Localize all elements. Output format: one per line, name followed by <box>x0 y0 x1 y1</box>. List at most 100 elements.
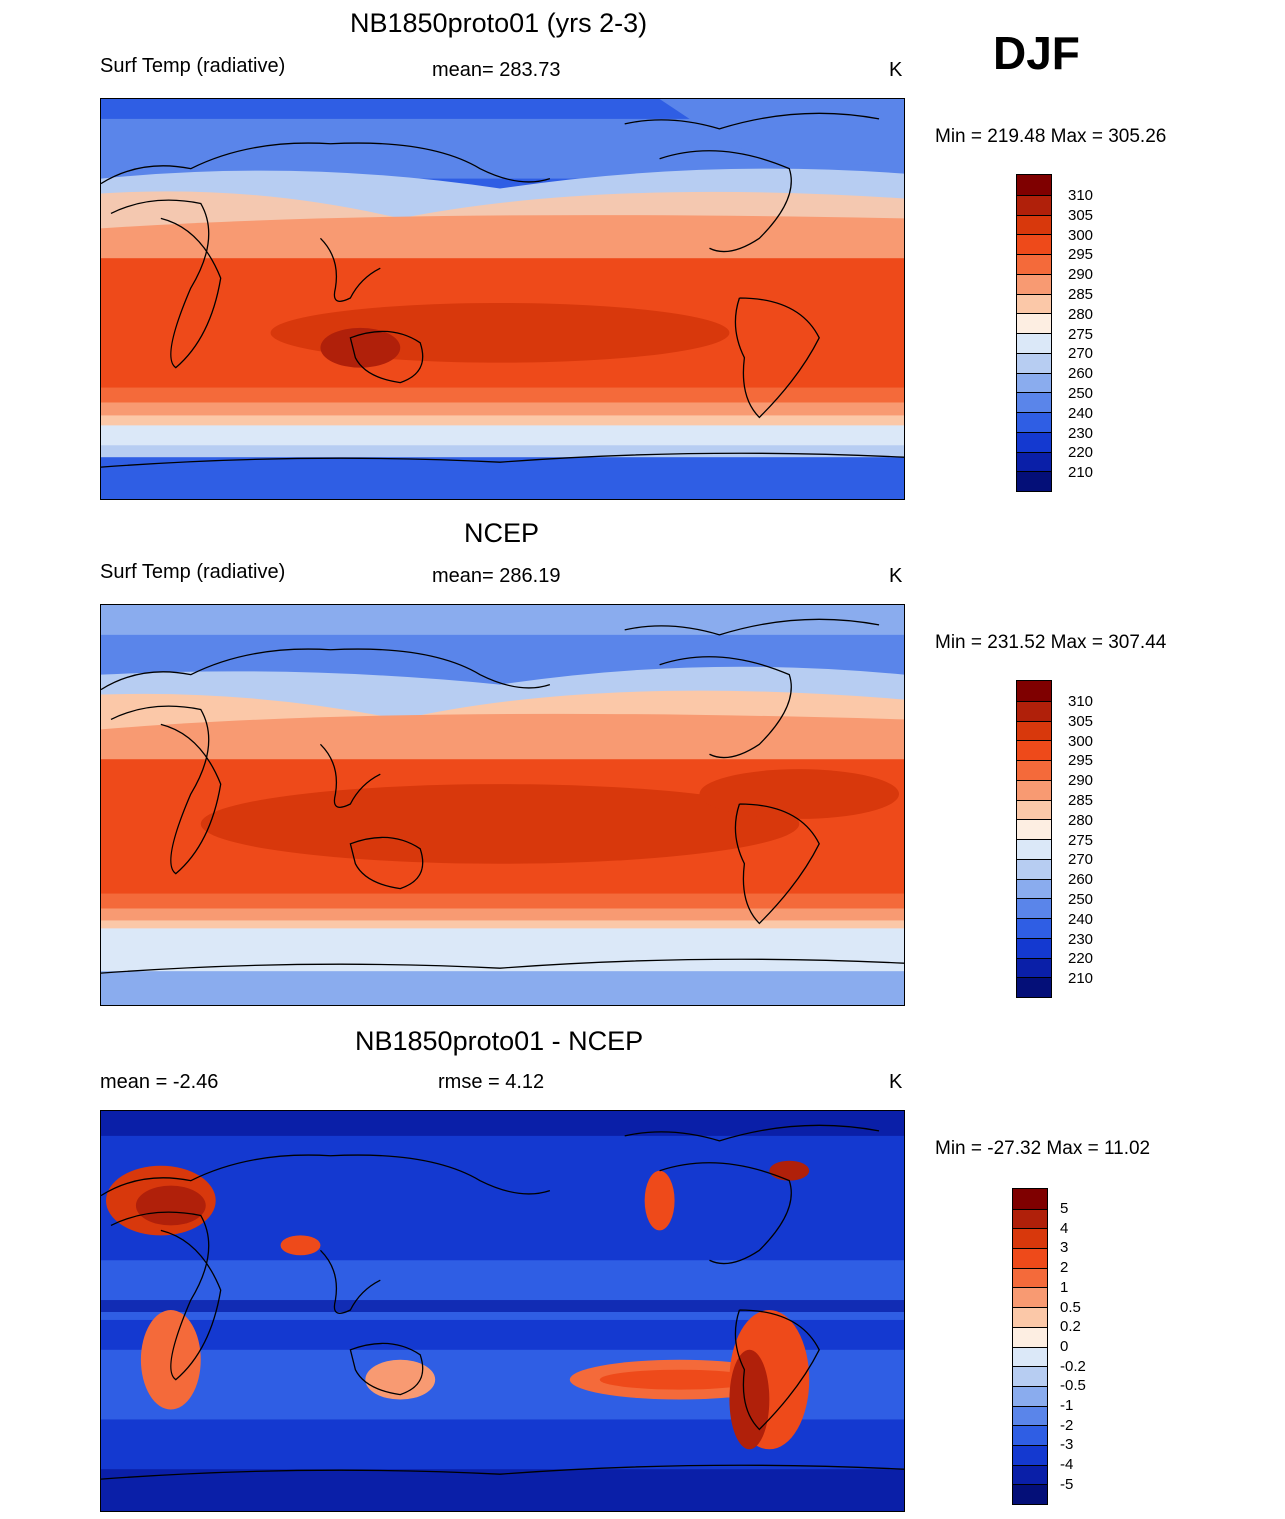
colorbar-swatch <box>1017 858 1051 879</box>
colorbar-swatch <box>1017 977 1051 997</box>
panel-diff-rmse: rmse = 4.12 <box>438 1071 545 1093</box>
colorbar-swatch <box>1017 700 1051 721</box>
colorbar-tick-label: -3 <box>1060 1436 1074 1454</box>
colorbar-swatch <box>1017 799 1051 820</box>
colorbar-swatch <box>1017 720 1051 741</box>
colorbar-tick-label: 295 <box>1068 752 1094 770</box>
colorbar-tick-label: 260 <box>1068 871 1094 889</box>
colorbar-tick-label: 2 <box>1060 1259 1069 1277</box>
colorbar-swatch <box>1013 1208 1047 1229</box>
colorbar-swatch <box>1017 214 1051 235</box>
colorbar-tick-label: 310 <box>1068 693 1094 710</box>
colorbar-swatch <box>1013 1385 1047 1406</box>
colorbar-swatch <box>1017 681 1051 701</box>
colorbar-swatch <box>1017 740 1051 760</box>
colorbar-swatch <box>1013 1287 1047 1308</box>
panel-obs-variable: Surf Temp (radiative) <box>100 561 286 583</box>
panel-obs-map <box>100 604 905 1006</box>
colorbar-swatch <box>1013 1484 1047 1504</box>
colorbar-tick-label: -1 <box>1060 1397 1074 1414</box>
colorbar-swatch <box>1013 1248 1047 1268</box>
colorbar-swatch <box>1017 372 1051 393</box>
panel-model-mean: mean= 283.73 <box>432 59 561 81</box>
colorbar-tick-label: 310 <box>1068 187 1094 204</box>
colorbar-swatch <box>1017 254 1051 274</box>
colorbar-tick-label: 240 <box>1068 910 1094 928</box>
colorbar-tick-label: -5 <box>1060 1475 1074 1493</box>
colorbar-swatch <box>1017 234 1051 254</box>
panel-model-colorbar <box>1016 174 1052 492</box>
colorbar-swatch <box>1013 1366 1047 1386</box>
colorbar-swatch <box>1017 293 1051 314</box>
colorbar-tick-label: 295 <box>1068 246 1094 264</box>
colorbar-swatch <box>1017 194 1051 215</box>
colorbar-tick-label: 250 <box>1068 385 1094 402</box>
colorbar-tick-label: 0.2 <box>1060 1318 1081 1336</box>
colorbar-tick-label: 240 <box>1068 404 1094 422</box>
colorbar-tick-label: 230 <box>1068 424 1094 442</box>
colorbar-swatch <box>1013 1228 1047 1249</box>
panel-obs-mean: mean= 286.19 <box>432 565 561 587</box>
colorbar-tick-label: 275 <box>1068 831 1094 849</box>
colorbar-swatch <box>1013 1326 1047 1347</box>
colorbar-swatch <box>1017 878 1051 899</box>
colorbar-tick-label: 3 <box>1060 1239 1069 1257</box>
colorbar-tick-label: 285 <box>1068 286 1094 303</box>
colorbar-swatch <box>1017 898 1051 918</box>
panel-diff-title: NB1850proto01 - NCEP <box>355 1026 644 1056</box>
panel-diff-units: K <box>889 1071 903 1093</box>
colorbar-swatch <box>1017 431 1051 452</box>
colorbar-tick-label: 4 <box>1060 1219 1069 1237</box>
panel-obs-title: NCEP <box>464 518 540 548</box>
colorbar-tick-label: -0.2 <box>1060 1357 1086 1375</box>
colorbar-tick-label: 0.5 <box>1060 1298 1081 1316</box>
colorbar-tick-label: -4 <box>1060 1456 1074 1474</box>
panel-obs-colorbar <box>1016 680 1052 998</box>
colorbar-swatch <box>1017 957 1051 978</box>
colorbar-tick-label: 305 <box>1068 206 1094 224</box>
panel-model-title: NB1850proto01 (yrs 2-3) <box>350 8 648 38</box>
colorbar-swatch <box>1013 1346 1047 1367</box>
colorbar-tick-label: 1 <box>1060 1278 1069 1296</box>
colorbar-tick-label: 300 <box>1068 732 1094 750</box>
colorbar-tick-label: 280 <box>1068 305 1094 323</box>
colorbar-tick-label: 0 <box>1060 1337 1069 1355</box>
colorbar-swatch <box>1017 937 1051 958</box>
colorbar-swatch <box>1013 1267 1047 1288</box>
colorbar-swatch <box>1017 412 1051 432</box>
colorbar-tick-label: 290 <box>1068 266 1094 284</box>
colorbar-swatch <box>1017 451 1051 472</box>
colorbar-swatch <box>1013 1405 1047 1426</box>
colorbar-tick-label: 290 <box>1068 772 1094 790</box>
season-label: DJF <box>993 27 1080 79</box>
colorbar-tick-label: 280 <box>1068 811 1094 829</box>
colorbar-tick-label: 220 <box>1068 950 1094 968</box>
panel-model-units: K <box>889 59 903 81</box>
colorbar-swatch <box>1017 760 1051 780</box>
panel-diff-minmax: Min = -27.32 Max = 11.02 <box>935 1138 1151 1159</box>
colorbar-swatch <box>1017 333 1051 353</box>
colorbar-tick-label: 260 <box>1068 365 1094 383</box>
panel-obs-minmax: Min = 231.52 Max = 307.44 <box>935 632 1167 653</box>
colorbar-swatch <box>1017 392 1051 412</box>
colorbar-tick-label: 305 <box>1068 712 1094 730</box>
colorbar-tick-label: 220 <box>1068 444 1094 462</box>
colorbar-tick-label: 270 <box>1068 345 1094 363</box>
colorbar-swatch <box>1017 839 1051 859</box>
colorbar-swatch <box>1017 471 1051 491</box>
colorbar-swatch <box>1017 918 1051 938</box>
colorbar-tick-label: 270 <box>1068 851 1094 869</box>
colorbar-swatch <box>1017 819 1051 839</box>
panel-obs-units: K <box>889 565 903 587</box>
colorbar-tick-label: -2 <box>1060 1416 1074 1434</box>
colorbar-tick-label: -0.5 <box>1060 1377 1086 1395</box>
colorbar-swatch <box>1017 352 1051 373</box>
colorbar-tick-label: 230 <box>1068 930 1094 948</box>
colorbar-swatch <box>1013 1307 1047 1327</box>
colorbar-tick-label: 210 <box>1068 970 1094 988</box>
colorbar-swatch <box>1017 313 1051 333</box>
colorbar-tick-label: 300 <box>1068 226 1094 244</box>
colorbar-tick-label: 275 <box>1068 325 1094 343</box>
panel-model-map <box>100 98 905 500</box>
colorbar-tick-label: 5 <box>1060 1200 1069 1217</box>
